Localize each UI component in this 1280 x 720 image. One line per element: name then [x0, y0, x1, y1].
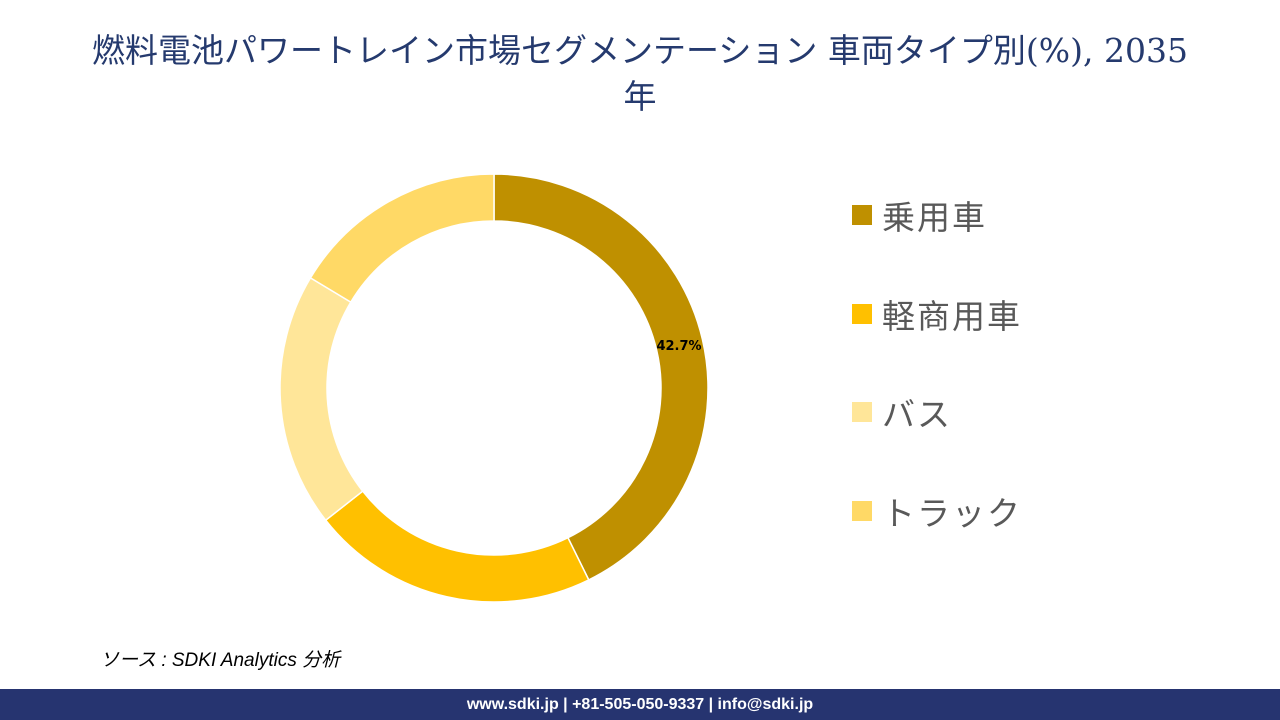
legend-item-truck: トラック — [852, 486, 1022, 536]
footer-bar: www.sdki.jp | +81-505-050-9337 | info@sd… — [0, 689, 1280, 720]
legend-swatch-icon — [852, 501, 872, 521]
footer-contact: www.sdki.jp | +81-505-050-9337 | info@sd… — [466, 695, 814, 713]
legend-item-bus: バス — [852, 387, 952, 437]
legend-label: トラック — [882, 494, 1022, 533]
chart-title: 燃料電池パワートレイン市場セグメンテーション 車両タイプ別(%), 2035 年 — [20, 28, 1260, 120]
legend-label: 乗用車 — [882, 198, 987, 237]
slice-bus — [279, 276, 364, 522]
legend-swatch-icon — [852, 402, 872, 422]
legend-item-light-commercial-vehicle: 軽商用車 — [852, 289, 1022, 339]
legend-item-passenger-car: 乗用車 — [852, 190, 987, 240]
legend-label: 軽商用車 — [882, 297, 1022, 336]
legend-label: バス — [882, 395, 952, 434]
chart-title-line-1: 燃料電池パワートレイン市場セグメンテーション 車両タイプ別(%), 2035 — [92, 31, 1188, 70]
source-note: ソース : SDKI Analytics 分析 — [100, 650, 341, 671]
chart-title-line-2: 年 — [623, 77, 657, 116]
data-label: 42.7% — [656, 339, 701, 354]
slice-truck — [309, 173, 495, 304]
legend-swatch-icon — [852, 304, 872, 324]
slice-passenger-car — [493, 173, 709, 581]
slice-light-commercial-vehicle — [324, 490, 590, 603]
legend-swatch-icon — [852, 205, 872, 225]
